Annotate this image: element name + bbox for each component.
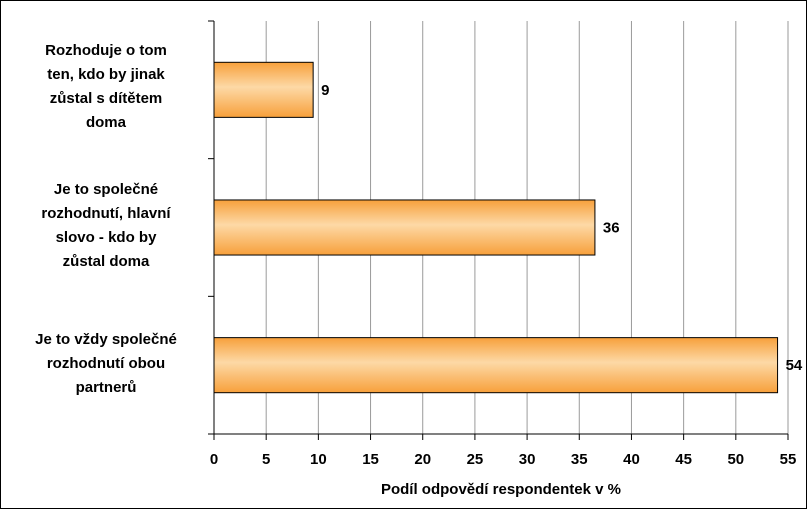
category-label: Je to vždy společné rozhodnutí obou partne…	[6, 328, 206, 400]
category-label-line: rozhodnutí, hlavní	[41, 205, 171, 222]
category-label-line: doma	[85, 114, 126, 131]
bars	[213, 61, 779, 394]
x-axis-title: Podíl odpovědí respondentek v %	[380, 481, 622, 498]
x-tick-label: 30	[519, 451, 536, 468]
category-label: Je to společné rozhodnutí, hlavní slovo - …	[6, 178, 206, 274]
x-tick-label: 5	[262, 451, 270, 468]
category-label: Rozhoduje o tom ten, kdo by jinak zůstal s…	[6, 39, 206, 135]
x-tick-label: 15	[362, 451, 379, 468]
category-label-line: slovo - kdo by	[55, 229, 157, 246]
bar-value-label: 54	[786, 357, 803, 374]
bar	[213, 199, 596, 256]
x-tick-label: 25	[467, 451, 484, 468]
category-label-line: zůstal s dítětem	[49, 90, 163, 107]
bar-value-label: 9	[321, 82, 329, 99]
labels: 0 5 10 15 20 25 30 35 40 45 50 55 9 36 54	[210, 82, 803, 468]
bar	[213, 337, 779, 394]
x-tick-label: 0	[210, 451, 218, 468]
bar-value-label: 36	[603, 220, 620, 237]
category-label-line: Je to vždy společné	[35, 331, 177, 348]
x-tick-label: 55	[780, 451, 797, 468]
x-tick-label: 35	[571, 451, 588, 468]
category-label-line: rozhodnutí obou	[46, 355, 166, 372]
bar	[213, 61, 314, 118]
category-label-line: Rozhoduje o tom	[45, 42, 167, 59]
category-label-line: ten, kdo by jinak	[47, 66, 165, 83]
category-label-line: partnerů	[75, 379, 137, 396]
x-tick-label: 20	[414, 451, 431, 468]
x-tick-label: 10	[310, 451, 327, 468]
x-tick-label: 45	[675, 451, 692, 468]
category-label-line: Je to společné	[53, 181, 159, 198]
x-tick-label: 40	[623, 451, 640, 468]
x-tick-label: 50	[727, 451, 744, 468]
category-label-line: zůstal doma	[62, 253, 150, 270]
